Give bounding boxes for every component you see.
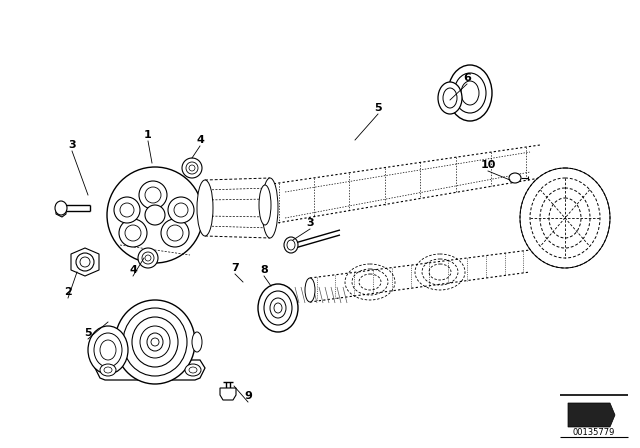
- Ellipse shape: [104, 367, 112, 373]
- Ellipse shape: [461, 81, 479, 105]
- Ellipse shape: [274, 303, 282, 313]
- Ellipse shape: [140, 326, 170, 358]
- Ellipse shape: [132, 317, 178, 367]
- Ellipse shape: [123, 308, 187, 376]
- Text: 7: 7: [231, 263, 239, 273]
- Ellipse shape: [438, 82, 462, 114]
- Polygon shape: [56, 202, 66, 217]
- Ellipse shape: [189, 367, 197, 373]
- Text: 00135779: 00135779: [573, 427, 615, 436]
- Text: 5: 5: [84, 328, 92, 338]
- Ellipse shape: [88, 326, 128, 374]
- Ellipse shape: [182, 158, 202, 178]
- Text: 5: 5: [374, 103, 382, 113]
- Ellipse shape: [161, 219, 189, 247]
- Ellipse shape: [197, 180, 213, 236]
- Ellipse shape: [80, 257, 90, 267]
- Text: 9: 9: [244, 391, 252, 401]
- Ellipse shape: [94, 333, 122, 367]
- Ellipse shape: [185, 364, 201, 376]
- Ellipse shape: [100, 364, 116, 376]
- Ellipse shape: [284, 237, 298, 253]
- Ellipse shape: [454, 73, 486, 113]
- Ellipse shape: [443, 88, 457, 108]
- Ellipse shape: [120, 203, 134, 217]
- Ellipse shape: [448, 65, 492, 121]
- Polygon shape: [71, 248, 99, 276]
- Ellipse shape: [287, 240, 295, 250]
- Ellipse shape: [186, 162, 198, 174]
- Text: 1: 1: [144, 130, 152, 140]
- Text: 4: 4: [129, 265, 137, 275]
- Ellipse shape: [509, 173, 521, 183]
- Ellipse shape: [192, 332, 202, 352]
- Ellipse shape: [147, 333, 163, 351]
- Ellipse shape: [520, 168, 610, 268]
- Ellipse shape: [270, 298, 286, 318]
- Ellipse shape: [167, 225, 183, 241]
- Ellipse shape: [55, 201, 67, 215]
- Ellipse shape: [114, 197, 140, 223]
- Ellipse shape: [145, 255, 151, 261]
- Ellipse shape: [189, 165, 195, 171]
- Ellipse shape: [107, 167, 203, 263]
- Ellipse shape: [125, 225, 141, 241]
- Ellipse shape: [76, 253, 94, 271]
- Text: 2: 2: [64, 287, 72, 297]
- Ellipse shape: [142, 252, 154, 264]
- Text: 10: 10: [480, 160, 496, 170]
- Text: 8: 8: [260, 265, 268, 275]
- Ellipse shape: [138, 248, 158, 268]
- Text: 3: 3: [306, 218, 314, 228]
- Ellipse shape: [174, 203, 188, 217]
- Polygon shape: [220, 388, 236, 400]
- Text: 4: 4: [196, 135, 204, 145]
- Ellipse shape: [264, 291, 292, 325]
- Ellipse shape: [259, 185, 271, 225]
- Text: 6: 6: [463, 73, 471, 83]
- Ellipse shape: [258, 284, 298, 332]
- Ellipse shape: [119, 219, 147, 247]
- Ellipse shape: [145, 187, 161, 203]
- Ellipse shape: [115, 300, 195, 384]
- Ellipse shape: [151, 338, 159, 346]
- Ellipse shape: [100, 340, 116, 360]
- Ellipse shape: [145, 205, 165, 225]
- Ellipse shape: [168, 197, 194, 223]
- Ellipse shape: [139, 181, 167, 209]
- Ellipse shape: [305, 278, 315, 302]
- Ellipse shape: [262, 178, 278, 238]
- Polygon shape: [95, 360, 205, 380]
- Polygon shape: [568, 403, 615, 427]
- Text: 3: 3: [68, 140, 76, 150]
